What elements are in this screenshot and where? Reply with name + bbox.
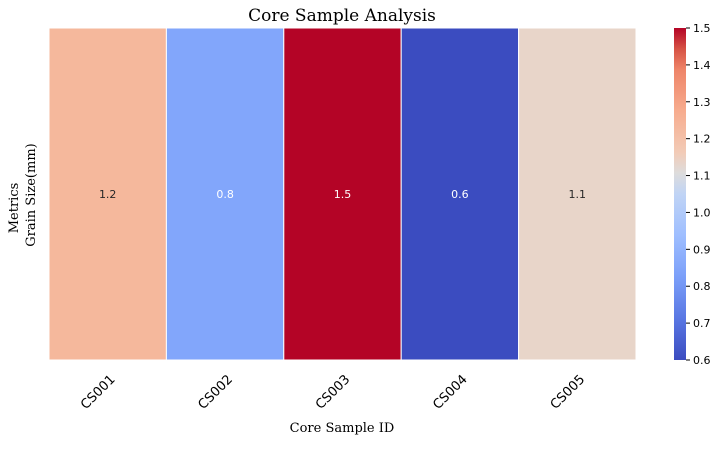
- colorbar: [674, 28, 686, 360]
- y-axis-label: Metrics: [7, 183, 22, 234]
- colorbar-tick-label: 0.9: [693, 243, 711, 256]
- heatmap-cell-cs001: [48, 27, 167, 361]
- heatmap-cell-cs003: [283, 27, 402, 361]
- cell-annotation-cs004: 0.6: [451, 188, 469, 201]
- colorbar-tick-label: 0.6: [693, 354, 711, 367]
- heatmap-cell-cs004: [400, 27, 520, 361]
- column-labels: CS001 CS002 CS003 CS004 CS005: [78, 372, 588, 412]
- colorbar-tick-label: 1.0: [693, 206, 711, 219]
- colorbar-tick-label: 1.2: [693, 133, 711, 146]
- cell-annotation-cs005: 1.1: [569, 188, 587, 201]
- colorbar-tick-label: 1.3: [693, 96, 711, 109]
- x-tick-label: CS004: [430, 372, 470, 412]
- colorbar-tick-label: 1.1: [693, 170, 711, 183]
- colorbar-tick-label: 1.4: [693, 59, 711, 72]
- x-tick-label: CS001: [78, 372, 118, 412]
- colorbar-tick-label: 0.8: [693, 280, 711, 293]
- colorbar-tick-label: 1.5: [693, 22, 711, 35]
- heatmap-cell-cs002: [165, 27, 285, 361]
- x-tick-label: CS005: [548, 372, 588, 412]
- row-labels: Grain Size(mm): [24, 143, 39, 246]
- heatmap-cells: 1.2 0.8 1.5 0.6 1.1: [48, 27, 637, 361]
- cell-annotation-cs002: 0.8: [216, 188, 234, 201]
- x-tick-label: CS003: [313, 372, 353, 412]
- cell-annotation-cs003: 1.5: [334, 188, 352, 201]
- cell-annotation-cs001: 1.2: [99, 188, 117, 201]
- chart-title: Core Sample Analysis: [248, 6, 436, 26]
- colorbar-ticks: 0.6 0.7 0.8 0.9 1.0 1.1 1.2 1.3 1.4 1.5: [686, 22, 711, 367]
- x-axis-label: Core Sample ID: [290, 421, 395, 436]
- x-tick-label: CS002: [196, 372, 236, 412]
- heatmap-cell-cs005: [518, 27, 637, 361]
- row-label: Grain Size(mm): [24, 143, 39, 246]
- colorbar-tick-label: 0.7: [693, 317, 711, 330]
